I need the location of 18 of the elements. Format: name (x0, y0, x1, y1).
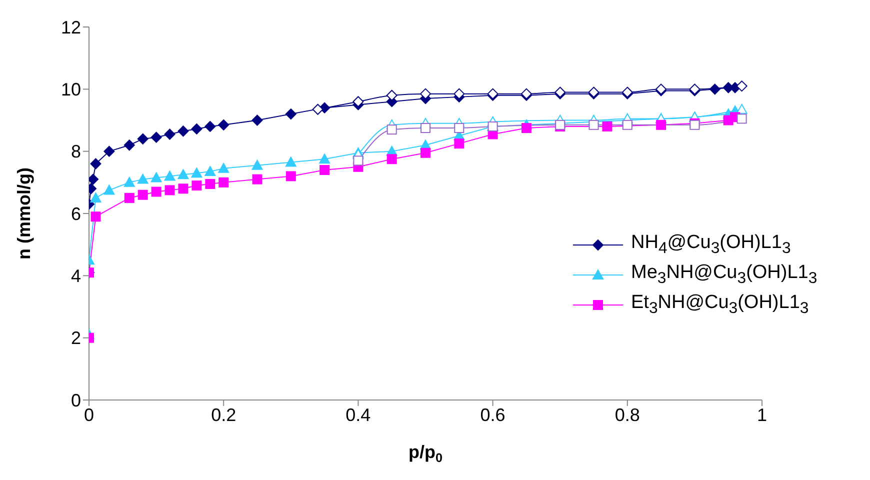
y-tick-label: 4 (70, 266, 81, 286)
x-tick-label: 0.6 (480, 404, 506, 425)
legend-label: Me$_{3}$NH@Cu$_{3}$(OH)L1$_{3}$ (631, 262, 818, 288)
y-tick-label: 0 (70, 390, 81, 410)
x-tick-label: 0.4 (346, 404, 371, 425)
y-tick-label: 6 (70, 204, 81, 224)
x-tick-label: 0.8 (614, 404, 640, 425)
x-tick-label: 1 (756, 404, 768, 425)
y-tick-label: 12 (60, 17, 81, 38)
y-axis-title: n (mmol/g) (14, 168, 34, 260)
y-tick-label: 8 (70, 142, 81, 162)
x-axis-title: p/p$_{0}$ (408, 442, 443, 465)
legend-label: NH$_{4}$@Cu$_{3}$(OH)L1$_{3}$ (631, 232, 791, 258)
legend-label: Et$_{3}$NH@Cu$_{3}$(OH)L1$_{3}$ (631, 292, 809, 318)
x-tick-label: 0 (84, 404, 94, 425)
y-tick-label: 10 (60, 80, 81, 100)
y-tick-label: 2 (70, 328, 81, 348)
x-tick-label: 0.2 (211, 404, 236, 425)
